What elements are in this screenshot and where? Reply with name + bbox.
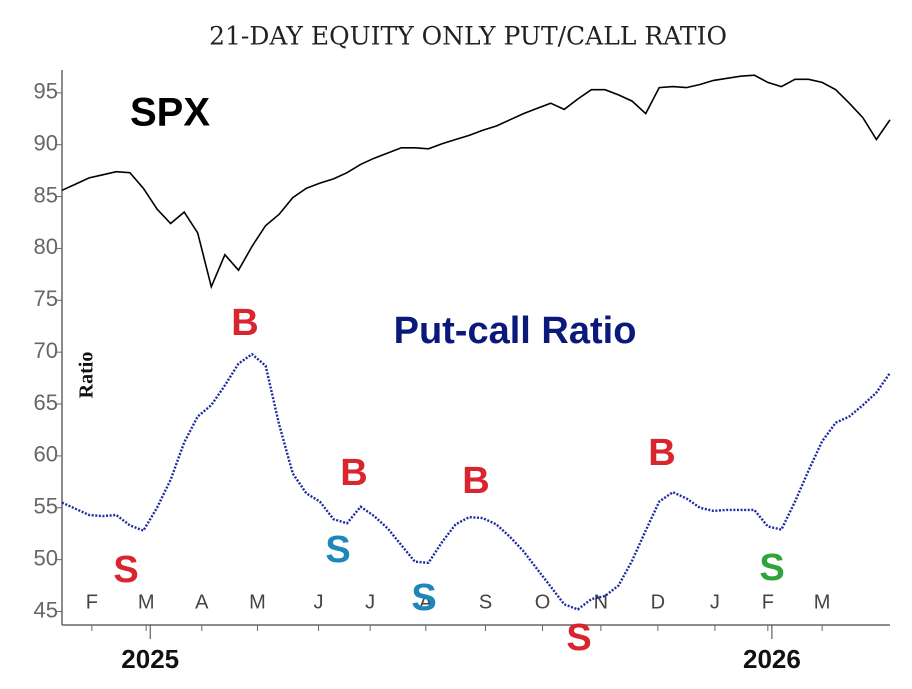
x-tick-label: J — [365, 591, 375, 613]
annotation: SPX — [130, 91, 210, 135]
y-tick-label: 90 — [34, 131, 58, 156]
signal-label: S — [113, 549, 138, 591]
signal-label: S — [411, 577, 436, 619]
x-tick-label: M — [249, 591, 266, 613]
x-tick-label: F — [762, 591, 774, 613]
signal-label: B — [462, 460, 489, 502]
y-tick-label: 50 — [34, 545, 58, 570]
x-tick-label: M — [814, 591, 831, 613]
y-tick-label: 60 — [34, 442, 58, 467]
x-tick-label: M — [138, 591, 155, 613]
y-tick-label: 45 — [34, 597, 58, 622]
x-tick-label: J — [710, 591, 720, 613]
series-line — [61, 74, 891, 290]
y-tick-label: 70 — [34, 338, 58, 363]
y-tick-label: 75 — [34, 286, 58, 311]
year-label: 2026 — [743, 644, 801, 674]
x-tick-label: F — [86, 591, 98, 613]
y-axis-label: Ratio — [76, 352, 98, 399]
x-tick-label: A — [195, 591, 209, 613]
y-tick-label: 95 — [34, 79, 58, 104]
y-tick-label: 55 — [34, 494, 58, 519]
signal-label: B — [340, 452, 367, 494]
signal-label: B — [231, 302, 258, 344]
y-tick-label: 80 — [34, 234, 58, 259]
signal-label: S — [566, 617, 591, 659]
y-tick-label: 65 — [34, 390, 58, 415]
signal-label: S — [325, 529, 350, 571]
annotation: Put-call Ratio — [394, 310, 637, 352]
x-tick-label: A — [419, 591, 433, 613]
x-tick-label: D — [651, 591, 665, 613]
signal-label: B — [648, 432, 675, 474]
y-tick-label: 85 — [34, 182, 58, 207]
series-line — [61, 352, 891, 611]
x-tick-label: S — [479, 591, 492, 613]
chart-title: 21-DAY EQUITY ONLY PUT/CALL RATIO — [209, 22, 727, 51]
x-tick-label: O — [535, 591, 551, 613]
signal-label: S — [759, 547, 784, 589]
x-tick-label: J — [314, 591, 324, 613]
year-label: 2025 — [121, 644, 179, 674]
